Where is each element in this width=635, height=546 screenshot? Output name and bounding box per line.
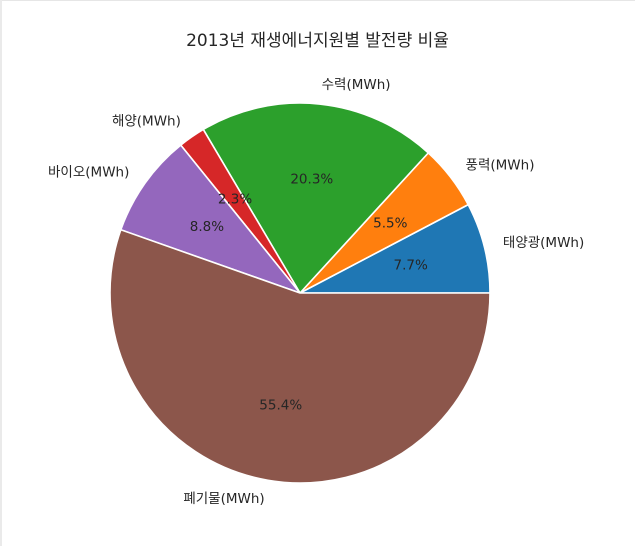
percent-label-1: 7.7% [394, 258, 428, 274]
slice-label-4: 해양(MWh) [112, 113, 181, 129]
slice-label-2: 풍력(MWh) [466, 157, 535, 173]
window-top-border [0, 0, 635, 1]
percent-label-3: 20.3% [290, 172, 333, 188]
pie-slice-5 [120, 144, 301, 294]
percent-label-4: 2.3% [218, 191, 252, 207]
slice-label-3: 수력(MWh) [322, 77, 391, 93]
percent-label-6: 55.4% [259, 397, 302, 413]
pie-slice-1 [299, 203, 491, 294]
slice-label-5: 바이오(MWh) [48, 164, 129, 180]
window-left-border [0, 0, 2, 546]
slice-label-1: 태양광(MWh) [503, 235, 584, 251]
pie-slice-3 [202, 102, 430, 294]
chart-title: 2013년 재생에너지원별 발전량 비율 [186, 31, 449, 51]
slice-label-6: 폐기물(MWh) [183, 491, 264, 507]
percent-label-2: 5.5% [373, 215, 407, 231]
percent-label-5: 8.8% [190, 219, 224, 235]
pie-slice-6 [109, 228, 491, 484]
